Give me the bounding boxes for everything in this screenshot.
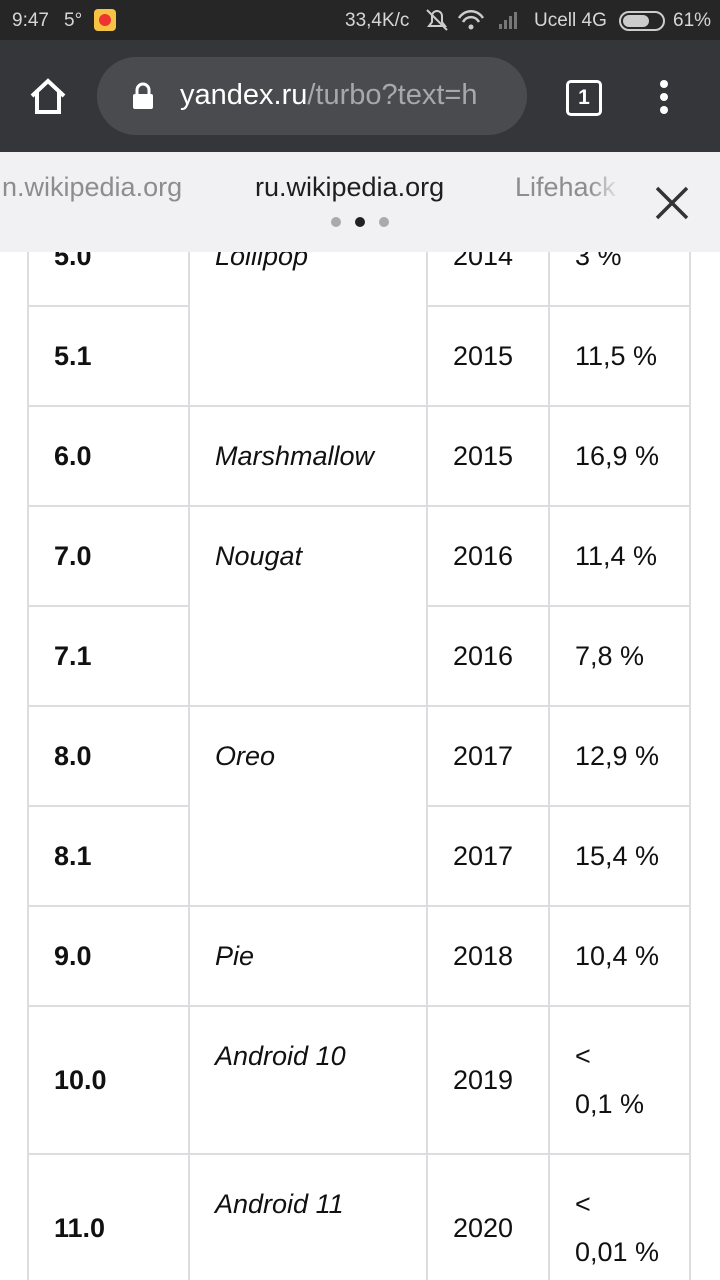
year-cell: 2020 (426, 1153, 550, 1280)
table-row: 7.0 Nougat 2016 11,4 % (27, 505, 691, 707)
year-cell: 2015 (426, 305, 550, 407)
codename-cell: Marshmallow (188, 405, 428, 507)
table-row: 5.0 Lollipop 2014 3 % (27, 252, 691, 407)
year-cell: 2017 (426, 805, 550, 907)
version-cell: 5.1 (27, 305, 190, 407)
table-row: 6.0 Marshmallow 2015 16,9 % (27, 405, 691, 507)
codename-cell: Lollipop (188, 252, 428, 407)
share-cell: 16,9 % (548, 405, 691, 507)
url: yandex.ru/turbo?text=h (180, 79, 477, 112)
table-row: 8.1 2017 15,4 % (27, 805, 691, 907)
share-cell: 10,4 % (548, 905, 691, 1007)
version-cell: 9.0 (27, 905, 190, 1007)
version-cell: 7.0 (27, 505, 190, 607)
app-icon (94, 9, 116, 31)
share-cell: 3 % (548, 252, 691, 307)
version-cell: 11.0 (27, 1153, 190, 1280)
version-cell: 10.0 (27, 1005, 190, 1155)
close-button[interactable] (654, 185, 690, 221)
share-cell: 11,5 % (548, 305, 691, 407)
table-row: 7.1 2016 7,8 % (27, 605, 691, 707)
page-dots (331, 217, 389, 227)
share-cell: 15,4 % (548, 805, 691, 907)
status-bar: 9:47 5° 33,4K/c Ucell 4G 61% (0, 0, 720, 40)
time: 9:47 (12, 10, 49, 31)
year-cell: 2016 (426, 505, 550, 607)
share-cell: 7,8 % (548, 605, 691, 707)
lock-icon (133, 82, 153, 109)
version-cell: 7.1 (27, 605, 190, 707)
share-text: 11,5 % (575, 341, 658, 371)
share-cell: < 0,1 % (548, 1005, 691, 1155)
share-text: 7,8 % (575, 641, 645, 671)
network-speed: 33,4K/c (345, 10, 410, 31)
tab[interactable]: ru.wikipedia.org (255, 172, 445, 202)
share-text: < 0,01 % (575, 1189, 660, 1267)
version-cell: 8.0 (27, 705, 190, 807)
version-cell: 6.0 (27, 405, 190, 507)
year-cell: 2019 (426, 1005, 550, 1155)
table-row: 11.0 Android 11 2020 < 0,01 % (27, 1153, 691, 1280)
table-row: 8.0 Oreo 2017 12,9 % (27, 705, 691, 907)
status-icons (426, 9, 517, 31)
share-text: 16,9 % (575, 441, 660, 471)
tab-strip: n.wikipedia.org ru.wikipedia.org Lifehac… (0, 152, 720, 252)
tab-count[interactable]: 1 (566, 80, 602, 116)
temperature: 5° (64, 10, 83, 31)
address-bar[interactable]: yandex.ru/turbo?text=h (97, 57, 527, 135)
menu-button[interactable] (654, 78, 674, 118)
share-text: < 0,1 % (575, 1041, 645, 1119)
tab[interactable]: Lifehack (515, 172, 616, 202)
share-text: 12,9 % (575, 741, 660, 771)
codename-cell: Android 11 (188, 1153, 428, 1280)
tab[interactable]: n.wikipedia.org (2, 172, 183, 202)
year-cell: 2015 (426, 405, 550, 507)
battery: 61% (673, 10, 712, 31)
share-cell: 11,4 % (548, 505, 691, 607)
android-versions-table: 5.0 Lollipop 2014 3 % 5.1 2015 11,5 % 6.0 Marshm… (27, 252, 691, 1280)
codename-cell: Android 10 (188, 1005, 428, 1155)
codename-cell: Pie (188, 905, 428, 1007)
codename-cell: Oreo (188, 705, 428, 907)
home-button[interactable] (28, 76, 68, 116)
version-cell: 5.0 (27, 252, 190, 307)
year-cell: 2017 (426, 705, 550, 807)
share-text: 3 % (575, 252, 622, 271)
codename-cell: Nougat (188, 505, 428, 707)
year-cell: 2018 (426, 905, 550, 1007)
share-cell: 12,9 % (548, 705, 691, 807)
table-row: 10.0 Android 10 2019 < 0,1 % (27, 1005, 691, 1155)
share-text: 15,4 % (575, 841, 660, 871)
version-cell: 8.1 (27, 805, 190, 907)
page-content: 5.0 Lollipop 2014 3 % 5.1 2015 11,5 % 6.0 Marshm… (0, 252, 720, 1280)
share-cell: < 0,01 % (548, 1153, 691, 1280)
battery-icon (619, 11, 665, 31)
table-row: 9.0 Pie 2018 10,4 % (27, 905, 691, 1007)
table-row: 5.1 2015 11,5 % (27, 305, 691, 407)
share-text: 11,4 % (575, 541, 658, 571)
browser-toolbar: yandex.ru/turbo?text=h 1 (0, 40, 720, 152)
carrier: Ucell 4G (534, 10, 607, 31)
url-domain: yandex.ru (180, 79, 308, 111)
share-text: 10,4 % (575, 941, 660, 971)
year-cell: 2016 (426, 605, 550, 707)
year-cell: 2014 (426, 252, 550, 307)
url-path: /turbo?text=h (307, 79, 478, 111)
